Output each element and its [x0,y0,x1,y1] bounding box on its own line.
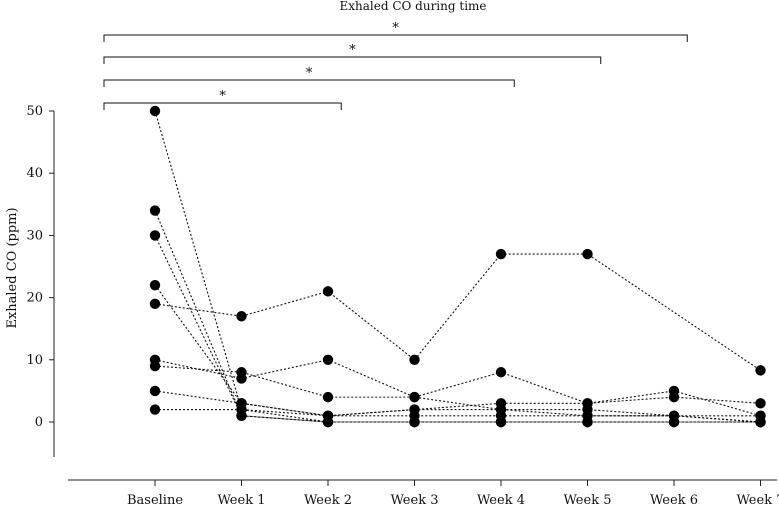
data-point [495,248,507,260]
y-tick-label: 20 [26,291,43,306]
data-point [495,367,507,378]
significance-brackets: * * * * [103,21,688,110]
series-line [154,110,761,423]
data-point [149,279,161,291]
data-point [149,230,161,241]
series-lines [154,110,761,423]
x-tick-label: Week 3 [391,493,439,508]
x-tick-label: Week 6 [650,493,698,508]
data-point [322,391,334,403]
data-point [409,404,420,415]
series-line [154,210,761,423]
data-point [149,360,161,372]
significance-bracket [103,56,602,64]
data-points [149,105,766,428]
data-point [409,354,420,365]
series-line [154,390,761,417]
data-point [236,311,247,322]
data-point [149,298,161,310]
significance-star: * [392,21,399,36]
data-point [322,354,334,365]
data-point [582,248,593,260]
y-axis-label: Exhaled CO (ppm) [5,207,20,328]
significance-bracket [103,79,515,87]
significance-bracket [103,102,342,110]
x-tick-label: Week 1 [218,493,266,508]
data-point [236,367,247,378]
data-point [582,410,593,421]
x-tick-label: Week 2 [304,493,352,508]
significance-star: * [219,89,226,104]
y-tick-label: 0 [35,415,43,430]
chart-title: Exhaled CO during time [339,0,486,13]
series-line [154,253,761,371]
series-line [154,235,761,423]
y-tick-label: 30 [26,228,43,243]
data-point [322,286,334,297]
series-line [154,359,761,417]
series-line [154,365,761,423]
data-point [149,105,161,117]
y-tick-label: 40 [26,166,43,181]
data-point [495,404,507,415]
data-point [668,410,680,421]
data-point [149,404,161,415]
y-tick-label: 10 [26,353,43,368]
y-tick-label: 50 [26,104,43,119]
data-point [149,205,161,216]
data-point [149,385,161,397]
significance-star: * [349,43,356,58]
axes: 0 10 20 30 40 50 Baseline Week 1 Week 2 Week 3 Wee… [26,104,779,508]
x-tick-label: Week 7 [737,493,779,508]
x-tick-label: Week 4 [477,493,525,508]
data-point [668,385,680,397]
x-tick-label: Baseline [127,493,183,508]
data-point [409,391,420,403]
significance-star: * [306,66,313,81]
data-point [236,404,247,415]
data-point [755,398,766,409]
data-point [755,365,766,376]
data-point [755,416,766,428]
x-tick-label: Week 5 [564,493,612,508]
significance-bracket [103,34,688,42]
data-point [322,410,334,421]
series-line [155,409,761,423]
